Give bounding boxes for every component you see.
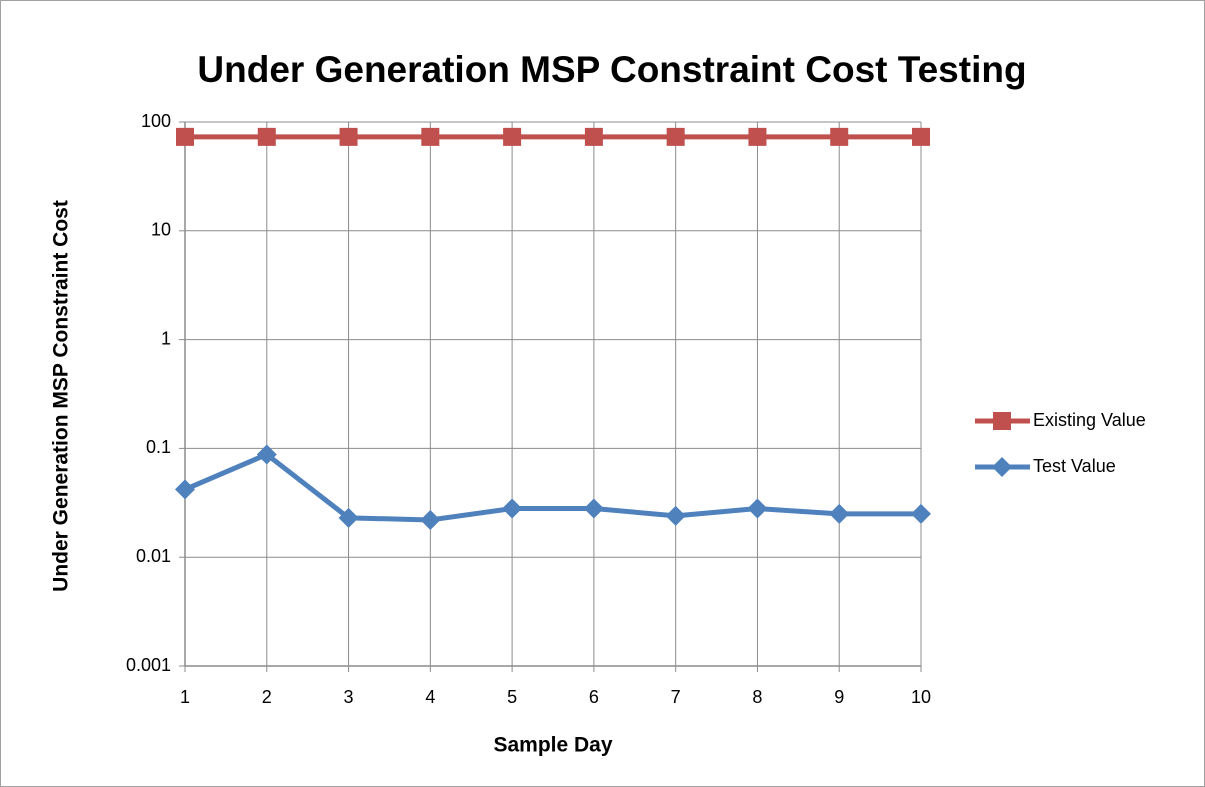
marker bbox=[338, 507, 359, 528]
chart-title: Under Generation MSP Constraint Cost Tes… bbox=[197, 49, 1026, 90]
marker bbox=[421, 127, 440, 146]
x-tick-label: 5 bbox=[507, 687, 517, 707]
marker bbox=[420, 509, 441, 530]
marker bbox=[503, 127, 522, 146]
x-axis-label: Sample Day bbox=[493, 734, 612, 757]
x-tick-label: 9 bbox=[834, 687, 844, 707]
legend-marker bbox=[992, 457, 1012, 477]
marker bbox=[748, 127, 767, 146]
y-axis-label: Under Generation MSP Constraint Cost bbox=[50, 200, 73, 592]
marker bbox=[666, 127, 685, 146]
marker bbox=[176, 127, 194, 146]
x-tick-label: 1 bbox=[180, 687, 190, 707]
marker bbox=[175, 479, 195, 500]
marker bbox=[829, 503, 850, 524]
y-tick-label: 0.001 bbox=[126, 655, 171, 675]
marker bbox=[339, 127, 358, 146]
marker bbox=[830, 127, 849, 146]
legend-label: Existing Value bbox=[1033, 410, 1146, 430]
y-tick-label: 100 bbox=[141, 111, 171, 131]
x-tick-label: 3 bbox=[344, 687, 354, 707]
y-tick-label: 1 bbox=[161, 328, 171, 348]
marker bbox=[912, 127, 930, 146]
series-line bbox=[184, 451, 921, 523]
marker bbox=[584, 127, 603, 146]
marker bbox=[257, 127, 276, 146]
marker bbox=[747, 498, 768, 519]
marker bbox=[583, 498, 604, 519]
legend-marker bbox=[993, 412, 1011, 430]
x-tick-label: 6 bbox=[589, 687, 599, 707]
y-tick-label: 0.01 bbox=[136, 546, 171, 566]
x-tick-label: 8 bbox=[752, 687, 762, 707]
y-tick-label: 10 bbox=[151, 220, 171, 240]
marker bbox=[665, 505, 686, 526]
marker bbox=[502, 498, 523, 519]
marker bbox=[256, 444, 277, 465]
x-tick-label: 7 bbox=[671, 687, 681, 707]
legend-label: Test Value bbox=[1033, 456, 1116, 476]
x-tick-label: 4 bbox=[425, 687, 435, 707]
x-tick-label: 10 bbox=[911, 687, 931, 707]
marker bbox=[911, 503, 931, 524]
y-tick-label: 0.1 bbox=[146, 437, 171, 457]
x-tick-label: 2 bbox=[262, 687, 272, 707]
